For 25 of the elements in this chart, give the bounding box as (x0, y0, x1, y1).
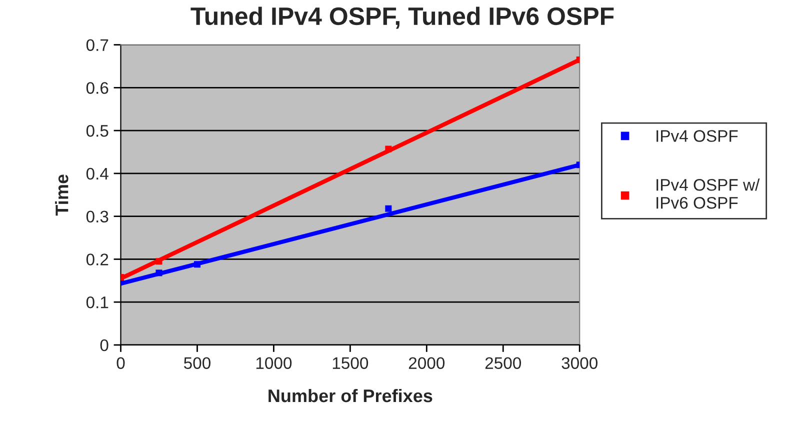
y-tick-label: 0.6 (86, 82, 108, 94)
y-tick-label: 0.7 (86, 39, 108, 52)
point (156, 270, 162, 276)
y-tick-label: 0.2 (86, 254, 108, 266)
x-tick-label: 0 (116, 357, 125, 370)
x-tick-label: 2000 (408, 357, 445, 370)
x-tick-label: 3000 (562, 357, 598, 370)
x-tick-label: 1500 (332, 357, 368, 370)
point (385, 205, 392, 212)
point (385, 146, 392, 152)
x-tick-label: 500 (184, 357, 210, 370)
point (194, 261, 200, 268)
chart-title: Tuned IPv4 OSPF, Tuned IPv6 OSPF (190, 6, 614, 29)
y-tick-label: 0.4 (86, 168, 108, 180)
y-tick-label: 0 (100, 339, 108, 352)
y-tick-label: 0.5 (86, 124, 108, 137)
legend-label: IPv4 OSPF w/ IPv6 OSPF (656, 178, 760, 209)
y-tick-label: 0.3 (86, 210, 108, 223)
y-axis-title: Time (55, 174, 68, 216)
legend-label: IPv4 OSPF (656, 130, 738, 142)
x-tick-label: 2500 (485, 357, 522, 370)
x-tick-label: 1000 (256, 357, 292, 370)
x-axis-title: Number of Prefixes (268, 388, 432, 402)
point (156, 258, 162, 265)
y-tick-label: 0.1 (86, 296, 108, 308)
